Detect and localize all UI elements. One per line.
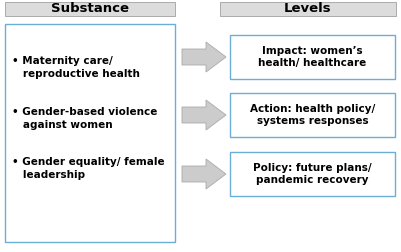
FancyBboxPatch shape bbox=[230, 93, 395, 137]
FancyBboxPatch shape bbox=[230, 35, 395, 79]
Text: • Maternity care/
   reproductive health: • Maternity care/ reproductive health bbox=[12, 56, 140, 79]
Text: • Gender equality/ female
   leadership: • Gender equality/ female leadership bbox=[12, 157, 165, 180]
Text: Impact: women’s
health/ healthcare: Impact: women’s health/ healthcare bbox=[258, 46, 367, 68]
Polygon shape bbox=[182, 100, 226, 130]
Polygon shape bbox=[182, 159, 226, 189]
FancyBboxPatch shape bbox=[230, 152, 395, 196]
Text: Levels: Levels bbox=[284, 3, 332, 16]
FancyBboxPatch shape bbox=[220, 2, 396, 16]
Text: • Gender-based violence
   against women: • Gender-based violence against women bbox=[12, 107, 157, 130]
FancyBboxPatch shape bbox=[5, 24, 175, 242]
Polygon shape bbox=[182, 42, 226, 72]
Text: Policy: future plans/
pandemic recovery: Policy: future plans/ pandemic recovery bbox=[253, 163, 372, 185]
Text: Action: health policy/
systems responses: Action: health policy/ systems responses bbox=[250, 104, 375, 127]
FancyBboxPatch shape bbox=[5, 2, 175, 16]
Text: Substance: Substance bbox=[51, 3, 129, 16]
